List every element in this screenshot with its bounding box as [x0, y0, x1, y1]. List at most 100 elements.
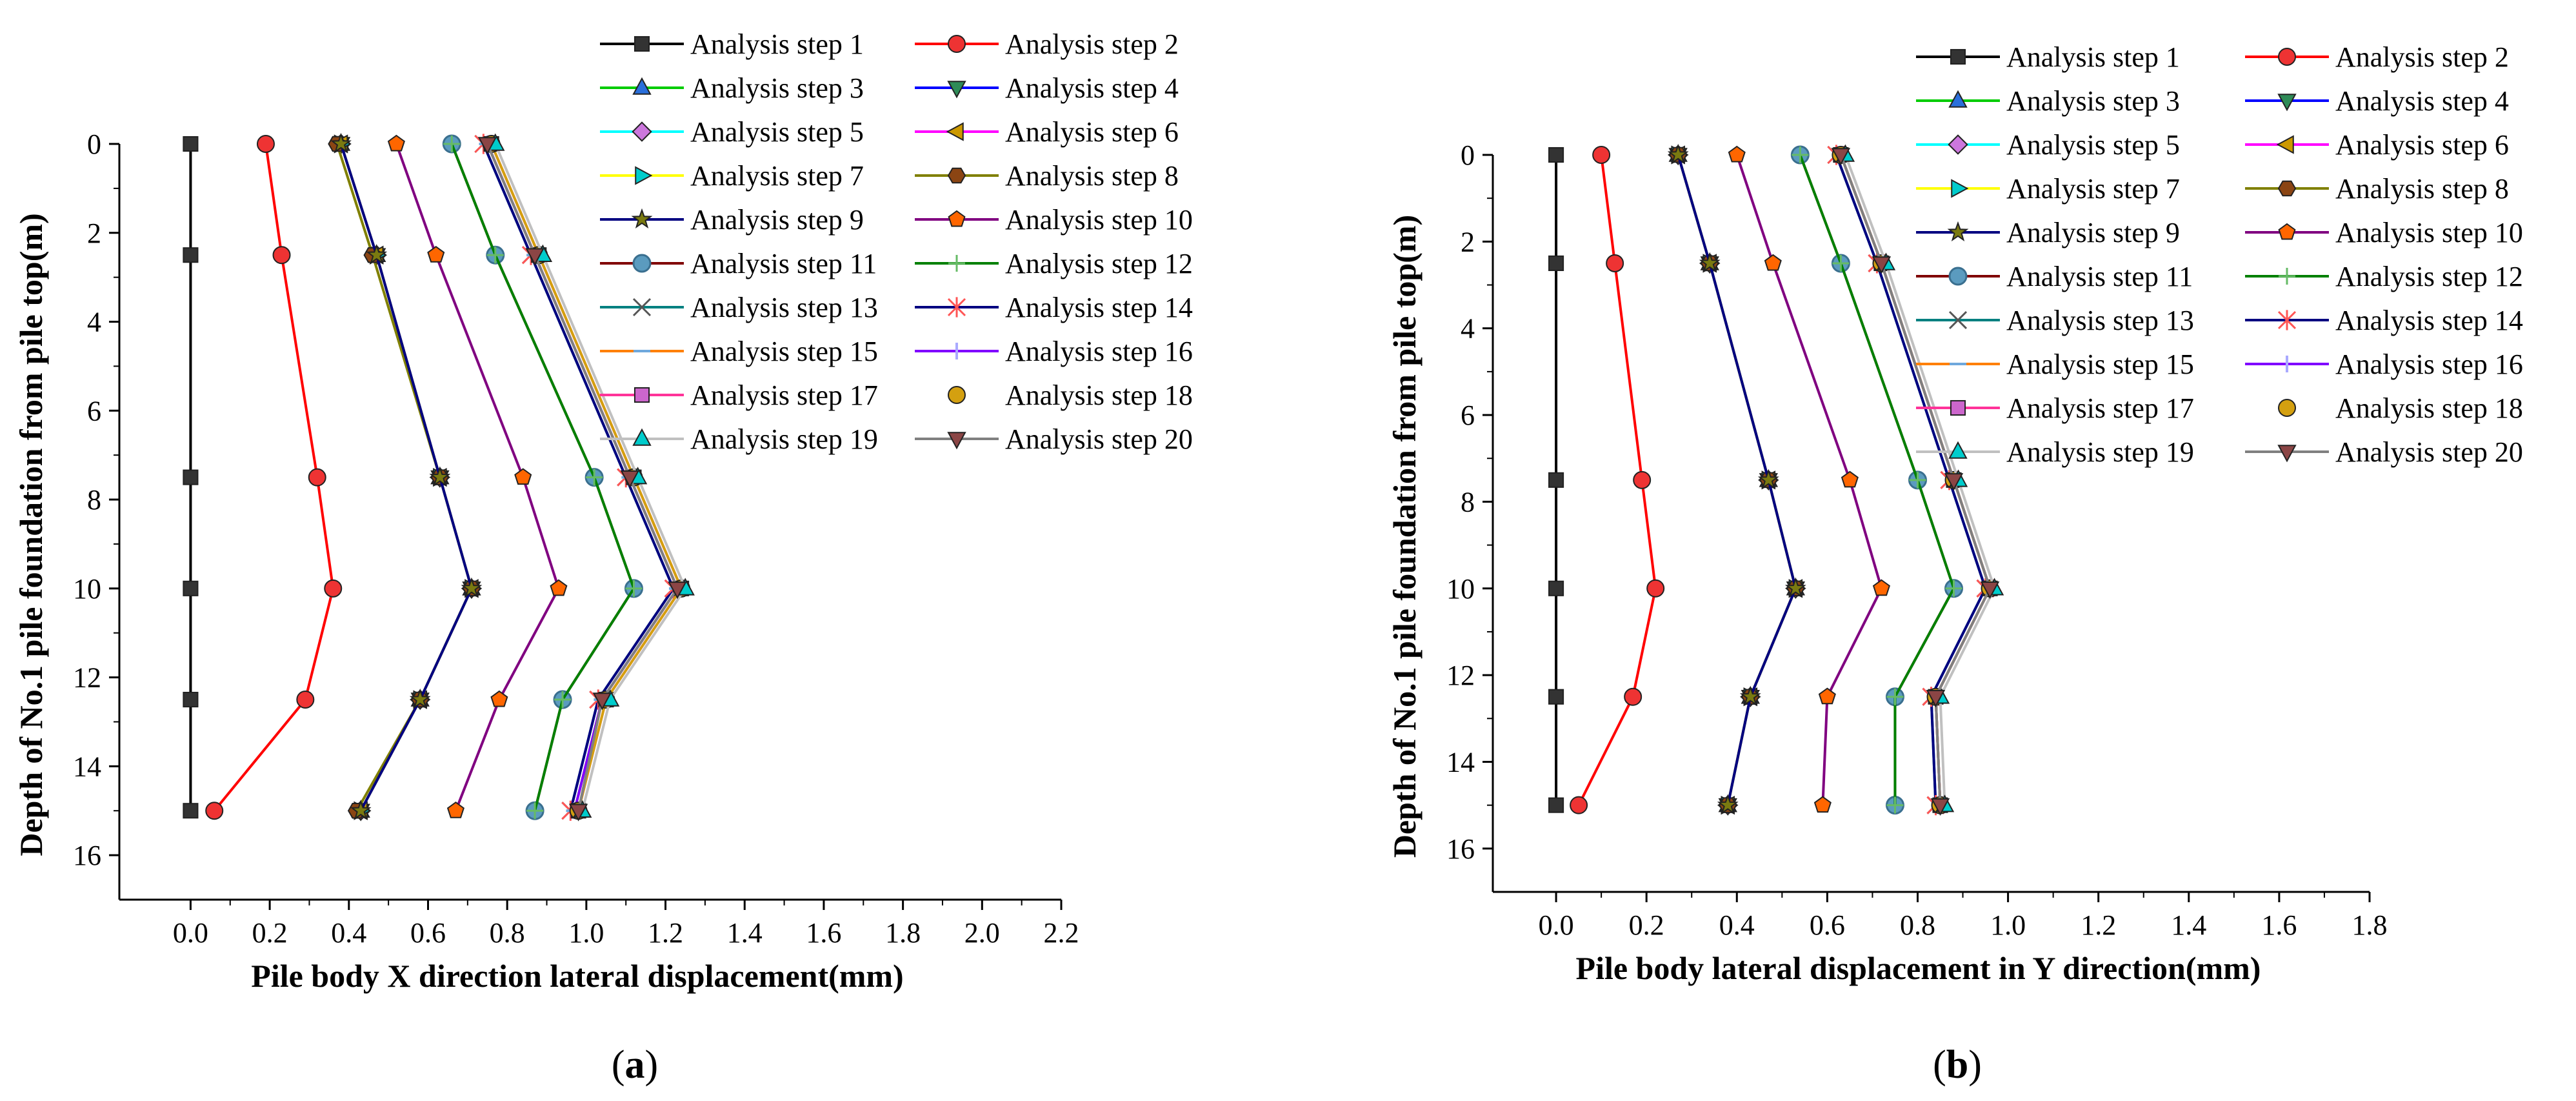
panel-b-legend-marker: [1948, 90, 1968, 108]
panel-b-x-tick-label: 0.2: [1629, 909, 1664, 941]
panel-a-data-point: [272, 246, 291, 265]
panel-b-legend-label: Analysis step 15: [2006, 348, 2194, 380]
panel-b-legend-label: Analysis step 10: [2335, 217, 2523, 248]
panel-b-data-point: [1818, 687, 1836, 705]
panel-a-series-1: [183, 136, 199, 819]
panel-b-legend-label: Analysis step 16: [2335, 348, 2523, 380]
panel-a-data-point: [620, 470, 640, 489]
panel-a-legend-marker: [632, 298, 652, 317]
panel-b-legend-marker: [2277, 310, 2297, 330]
panel-b-legend-label: Analysis step 11: [2006, 261, 2193, 292]
panel-b-data-point: [1592, 146, 1611, 164]
panel-b-legend-label: Analysis step 1: [2006, 41, 2180, 73]
panel-b-data-point: [1784, 577, 1806, 598]
panel-a-data-point: [256, 135, 275, 153]
panel-b-legend-label: Analysis step 18: [2335, 392, 2523, 424]
panel-a-y-tick-label: 8: [87, 484, 101, 516]
panel-b-legend-item: Analysis step 20: [2245, 436, 2523, 468]
panel-b-data-point: [1728, 145, 1746, 163]
panel-a-legend-label: Analysis step 9: [690, 204, 864, 236]
panel-a-data-point: [205, 802, 224, 820]
panel-b-data-point: [1667, 143, 1689, 164]
panel-a-data-point: [308, 468, 326, 487]
panel-a-x-tick-label: 0.2: [252, 917, 288, 949]
panel-b-data-point: [1606, 254, 1624, 272]
panel-b-series-line: [1677, 154, 1797, 806]
panel-a-legend-item: Analysis step 5: [600, 116, 864, 148]
panel-a-legend-label: Analysis step 18: [1005, 379, 1193, 411]
panel-a-series-12: [443, 136, 643, 820]
panel-a-data-point: [183, 803, 199, 819]
panel-b-data-point: [1926, 689, 1946, 708]
panel-b-legend-item: Analysis step 12: [2245, 261, 2523, 292]
panel-b-legend-item: Analysis step 14: [2245, 305, 2523, 336]
panel-a-series-11: [442, 134, 643, 820]
panel-b-legend-marker: [1948, 267, 1968, 286]
panel-b-data-point: [1886, 796, 1904, 814]
panel-a-series-line: [339, 143, 474, 812]
panel-a-legend-marker: [948, 255, 965, 272]
panel-b-caption: (b): [1933, 1043, 1982, 1087]
panel-b-legend-label: Analysis step 9: [2006, 217, 2180, 248]
panel-a-series-7: [334, 134, 483, 820]
panel-b-y-tick-label: 2: [1461, 226, 1475, 258]
panel-a-legend-marker: [632, 428, 652, 446]
panel-b-data-point: [1792, 146, 1809, 163]
panel-a-data-point: [592, 692, 612, 711]
panel-a: 0.0 0.2 0.4 0.6 0.8 1.0 1.2 1.4 1.6 1.8 2.0 2.2 0 2 4 6…: [13, 28, 1193, 1087]
panel-a-data-point: [183, 136, 199, 152]
panel-a-legend-marker: [948, 386, 966, 404]
panel-b-data-point: [1757, 469, 1779, 489]
panel-b-data-point: [1548, 689, 1564, 705]
panel-b-legend-item: Analysis step 2: [2245, 41, 2509, 73]
panel-a-data-point: [324, 579, 343, 598]
panel-b-legend-marker: [2278, 399, 2296, 417]
panel-b-x-tick-label: 1.8: [2352, 909, 2388, 941]
panel-a-legend-item: Analysis step 10: [915, 204, 1193, 236]
panel-a-series-13: [474, 134, 683, 820]
panel-a-legend: Analysis step 1 Analysis step 2 Analysis s…: [600, 28, 1193, 455]
panel-a-x-tick-label: 1.6: [806, 917, 841, 949]
panel-a-y-tick-label: 12: [73, 662, 101, 694]
panel-b-x-tick-label: 1.2: [2081, 909, 2116, 941]
panel-a-series-6: [330, 134, 479, 820]
panel-a-legend-label: Analysis step 4: [1005, 72, 1179, 104]
panel-b-data-point: [1872, 579, 1890, 596]
panel-b-series-6: [1667, 145, 1803, 815]
panel-b-data-point: [1813, 796, 1832, 813]
panel-a-x-tick-label: 1.0: [568, 917, 604, 949]
panel-a-series-14: [474, 134, 683, 821]
panel-b-legend-item: Analysis step 19: [1916, 436, 2194, 468]
panel-a-data-point: [586, 469, 603, 486]
panel-b-legend-marker: [2278, 48, 2296, 66]
panel-b-legend-label: Analysis step 8: [2335, 173, 2509, 205]
panel-a-series-20: [477, 137, 687, 822]
panel-b-series-line: [1835, 154, 1987, 805]
panel-a-series-9: [330, 132, 483, 820]
panel-b-legend-marker: [2277, 94, 2297, 112]
panel-a-legend-label: Analysis step 11: [690, 248, 877, 279]
panel-a-data-point: [183, 469, 199, 485]
panel-a-legend-item: Analysis step 17: [600, 379, 878, 411]
panel-a-data-point: [429, 466, 451, 487]
panel-a-legend-item: Analysis step 6: [915, 116, 1179, 148]
panel-b-y-axis-title: Depth of No.1 pile foundation from pile …: [1386, 215, 1423, 858]
panel-a-legend-marker: [947, 167, 966, 184]
panel-b-series-20: [1831, 148, 2000, 816]
panel-b-legend-marker: [2278, 223, 2296, 240]
panel-a-x-tick-label: 2.2: [1044, 917, 1079, 949]
panel-b-data-point: [1909, 471, 1926, 489]
panel-b-data-point: [1624, 687, 1642, 706]
panel-a-legend-marker: [635, 166, 653, 185]
panel-b-y-tick-label: 10: [1446, 573, 1475, 605]
panel-b-legend-label: Analysis step 13: [2006, 305, 2194, 336]
panel-b-legend-item: Analysis step 8: [2245, 173, 2509, 205]
panel-b-legend-marker: [2277, 180, 2297, 197]
panel-b-series-12: [1792, 146, 1962, 814]
panel-a-data-point: [446, 801, 464, 818]
panel-b-data-point: [1831, 148, 1851, 166]
panel-a-legend-marker: [948, 35, 966, 53]
panel-b-data-point: [1944, 473, 1964, 491]
panel-a-x-tick-label: 2.0: [964, 917, 1000, 949]
panel-a-y-tick-label: 16: [73, 840, 101, 871]
